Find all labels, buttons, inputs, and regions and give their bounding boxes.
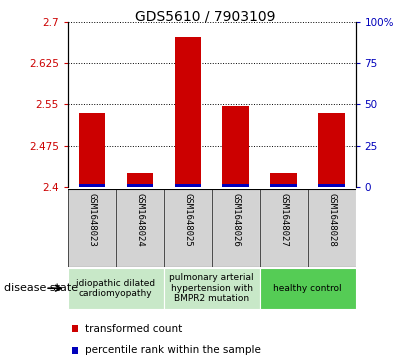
- Bar: [72, 347, 79, 354]
- FancyBboxPatch shape: [68, 189, 116, 267]
- FancyBboxPatch shape: [68, 268, 164, 309]
- Text: GSM1648024: GSM1648024: [135, 193, 144, 246]
- Text: GSM1648025: GSM1648025: [183, 193, 192, 246]
- Text: transformed count: transformed count: [85, 323, 182, 334]
- FancyBboxPatch shape: [212, 189, 260, 267]
- Text: GDS5610 / 7903109: GDS5610 / 7903109: [135, 9, 276, 23]
- Bar: [270, 173, 297, 187]
- Text: healthy control: healthy control: [273, 284, 342, 293]
- Bar: [79, 184, 105, 187]
- FancyBboxPatch shape: [164, 189, 212, 267]
- Text: percentile rank within the sample: percentile rank within the sample: [85, 345, 261, 355]
- Text: GSM1648023: GSM1648023: [87, 193, 96, 246]
- Text: GSM1648027: GSM1648027: [279, 193, 288, 246]
- Text: GSM1648028: GSM1648028: [327, 193, 336, 246]
- Bar: [127, 184, 153, 187]
- Bar: [222, 106, 249, 187]
- Bar: [319, 184, 345, 187]
- FancyBboxPatch shape: [164, 268, 260, 309]
- Bar: [270, 184, 297, 187]
- Text: pulmonary arterial
hypertension with
BMPR2 mutation: pulmonary arterial hypertension with BMP…: [169, 273, 254, 303]
- Text: GSM1648026: GSM1648026: [231, 193, 240, 246]
- FancyBboxPatch shape: [260, 268, 356, 309]
- FancyBboxPatch shape: [116, 189, 164, 267]
- Bar: [175, 184, 201, 187]
- Bar: [222, 184, 249, 187]
- Bar: [72, 325, 79, 332]
- Bar: [79, 113, 105, 187]
- Bar: [127, 173, 153, 187]
- FancyBboxPatch shape: [307, 189, 356, 267]
- Text: idiopathic dilated
cardiomyopathy: idiopathic dilated cardiomyopathy: [76, 278, 155, 298]
- Bar: [319, 113, 345, 187]
- Bar: [175, 37, 201, 187]
- Text: disease state: disease state: [4, 283, 78, 293]
- FancyBboxPatch shape: [260, 189, 307, 267]
